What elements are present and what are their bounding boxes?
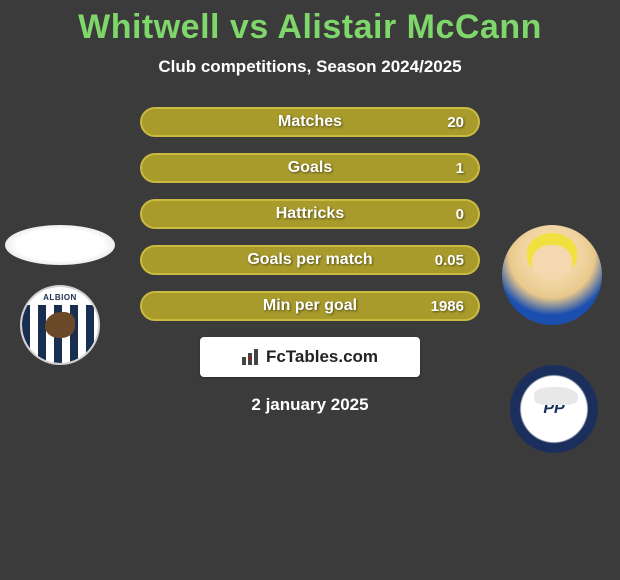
watermark-chart-icon [242, 349, 262, 365]
stat-bar-label: Goals per match [247, 251, 372, 269]
player-left-club-badge [20, 285, 100, 365]
stat-bar: Goals 1 [140, 153, 480, 183]
stat-bar-label: Hattricks [276, 205, 344, 223]
stat-bar-label: Min per goal [263, 297, 357, 315]
club-badge-bird-icon [45, 312, 75, 338]
page-title: Whitwell vs Alistair McCann [0, 0, 620, 47]
stat-bar-value-right: 20 [447, 114, 464, 131]
subtitle: Club competitions, Season 2024/2025 [0, 57, 620, 77]
stat-bar-value-right: 1 [456, 160, 464, 177]
stat-bar: Min per goal 1986 [140, 291, 480, 321]
stat-bars: Matches 20 Goals 1 Hattricks 0 Goals per match… [140, 107, 480, 321]
player-left-avatar [5, 225, 115, 265]
stat-bar: Hattricks 0 [140, 199, 480, 229]
stat-bar: Goals per match 0.05 [140, 245, 480, 275]
watermark: FcTables.com [200, 337, 420, 377]
stat-bar-value-right: 0.05 [435, 252, 464, 269]
stat-bar-value-right: 1986 [431, 298, 464, 315]
stat-bar-label: Goals [288, 159, 332, 177]
stat-bar-value-right: 0 [456, 206, 464, 223]
comparison-panel: PP Matches 20 Goals 1 Hattricks 0 Goals per ma… [0, 107, 620, 415]
club-badge-abbrev: PP [543, 400, 564, 418]
player-right-avatar [502, 225, 602, 325]
watermark-text: FcTables.com [266, 347, 378, 367]
stat-bar-label: Matches [278, 113, 342, 131]
player-right-club-badge: PP [510, 365, 598, 453]
stat-bar: Matches 20 [140, 107, 480, 137]
